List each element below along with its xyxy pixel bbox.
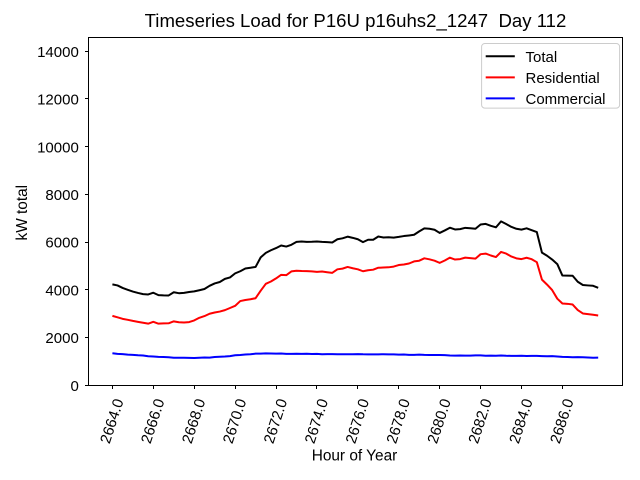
svg-text:0: 0 [70, 378, 78, 395]
svg-text:kW total: kW total [14, 185, 31, 241]
svg-text:Residential: Residential [526, 70, 600, 87]
svg-text:Total: Total [526, 49, 558, 66]
svg-text:Hour of Year: Hour of Year [312, 448, 398, 465]
svg-text:4000: 4000 [45, 282, 78, 299]
svg-text:2000: 2000 [45, 330, 78, 347]
svg-text:6000: 6000 [45, 235, 78, 252]
svg-text:8000: 8000 [45, 187, 78, 204]
svg-text:Timeseries Load for P16U p16uh: Timeseries Load for P16U p16uhs2_1247 Da… [145, 10, 567, 32]
svg-text:12000: 12000 [37, 92, 79, 109]
svg-text:Commercial: Commercial [526, 91, 606, 108]
svg-text:10000: 10000 [37, 139, 79, 156]
svg-text:14000: 14000 [37, 44, 79, 61]
